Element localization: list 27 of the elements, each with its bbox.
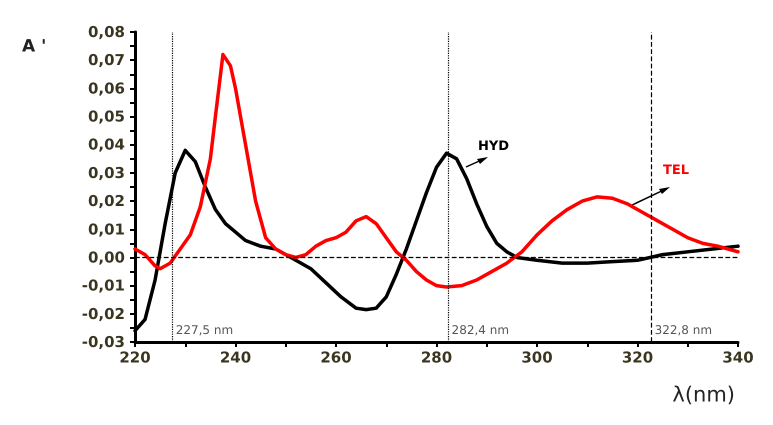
ref-line-label: 227,5 nm xyxy=(176,323,234,337)
y-tick-label: 0,04 xyxy=(88,136,125,154)
y-tick-label: 0,01 xyxy=(88,220,125,238)
x-tick-label: 280 xyxy=(420,348,452,366)
y-tick-label: -0,01 xyxy=(82,276,125,295)
y-tick-label: 0,06 xyxy=(88,79,125,98)
text: TEL xyxy=(663,163,690,178)
y-tick-label: 0,08 xyxy=(88,23,125,41)
y-tick-label: 0,05 xyxy=(88,108,125,126)
x-tick-label: 340 xyxy=(722,348,754,366)
ref-line-label: 282,4 nm xyxy=(452,323,510,337)
series-label: HYD xyxy=(478,139,510,154)
y-tick-label: 0,03 xyxy=(88,164,125,182)
y-tick-label: 0,02 xyxy=(88,192,125,210)
y-tick-label: -0,02 xyxy=(82,304,125,323)
y-tick-label: 0,00 xyxy=(88,248,125,266)
y-axis-title: A ' xyxy=(22,36,46,56)
y-tick-label: -0,03 xyxy=(82,333,125,351)
x-tick-label: 240 xyxy=(220,348,252,366)
x-tick-label: 260 xyxy=(320,348,352,366)
ref-line-label: 322,8 nm xyxy=(654,323,712,337)
x-tick-label: 220 xyxy=(119,348,151,366)
line-series xyxy=(133,52,740,289)
y-tick-label: 0,07 xyxy=(88,51,125,70)
x-axis-title: λ(nm) xyxy=(672,382,736,406)
x-tick-label: 300 xyxy=(521,348,553,366)
x-tick-label: 320 xyxy=(622,348,654,366)
